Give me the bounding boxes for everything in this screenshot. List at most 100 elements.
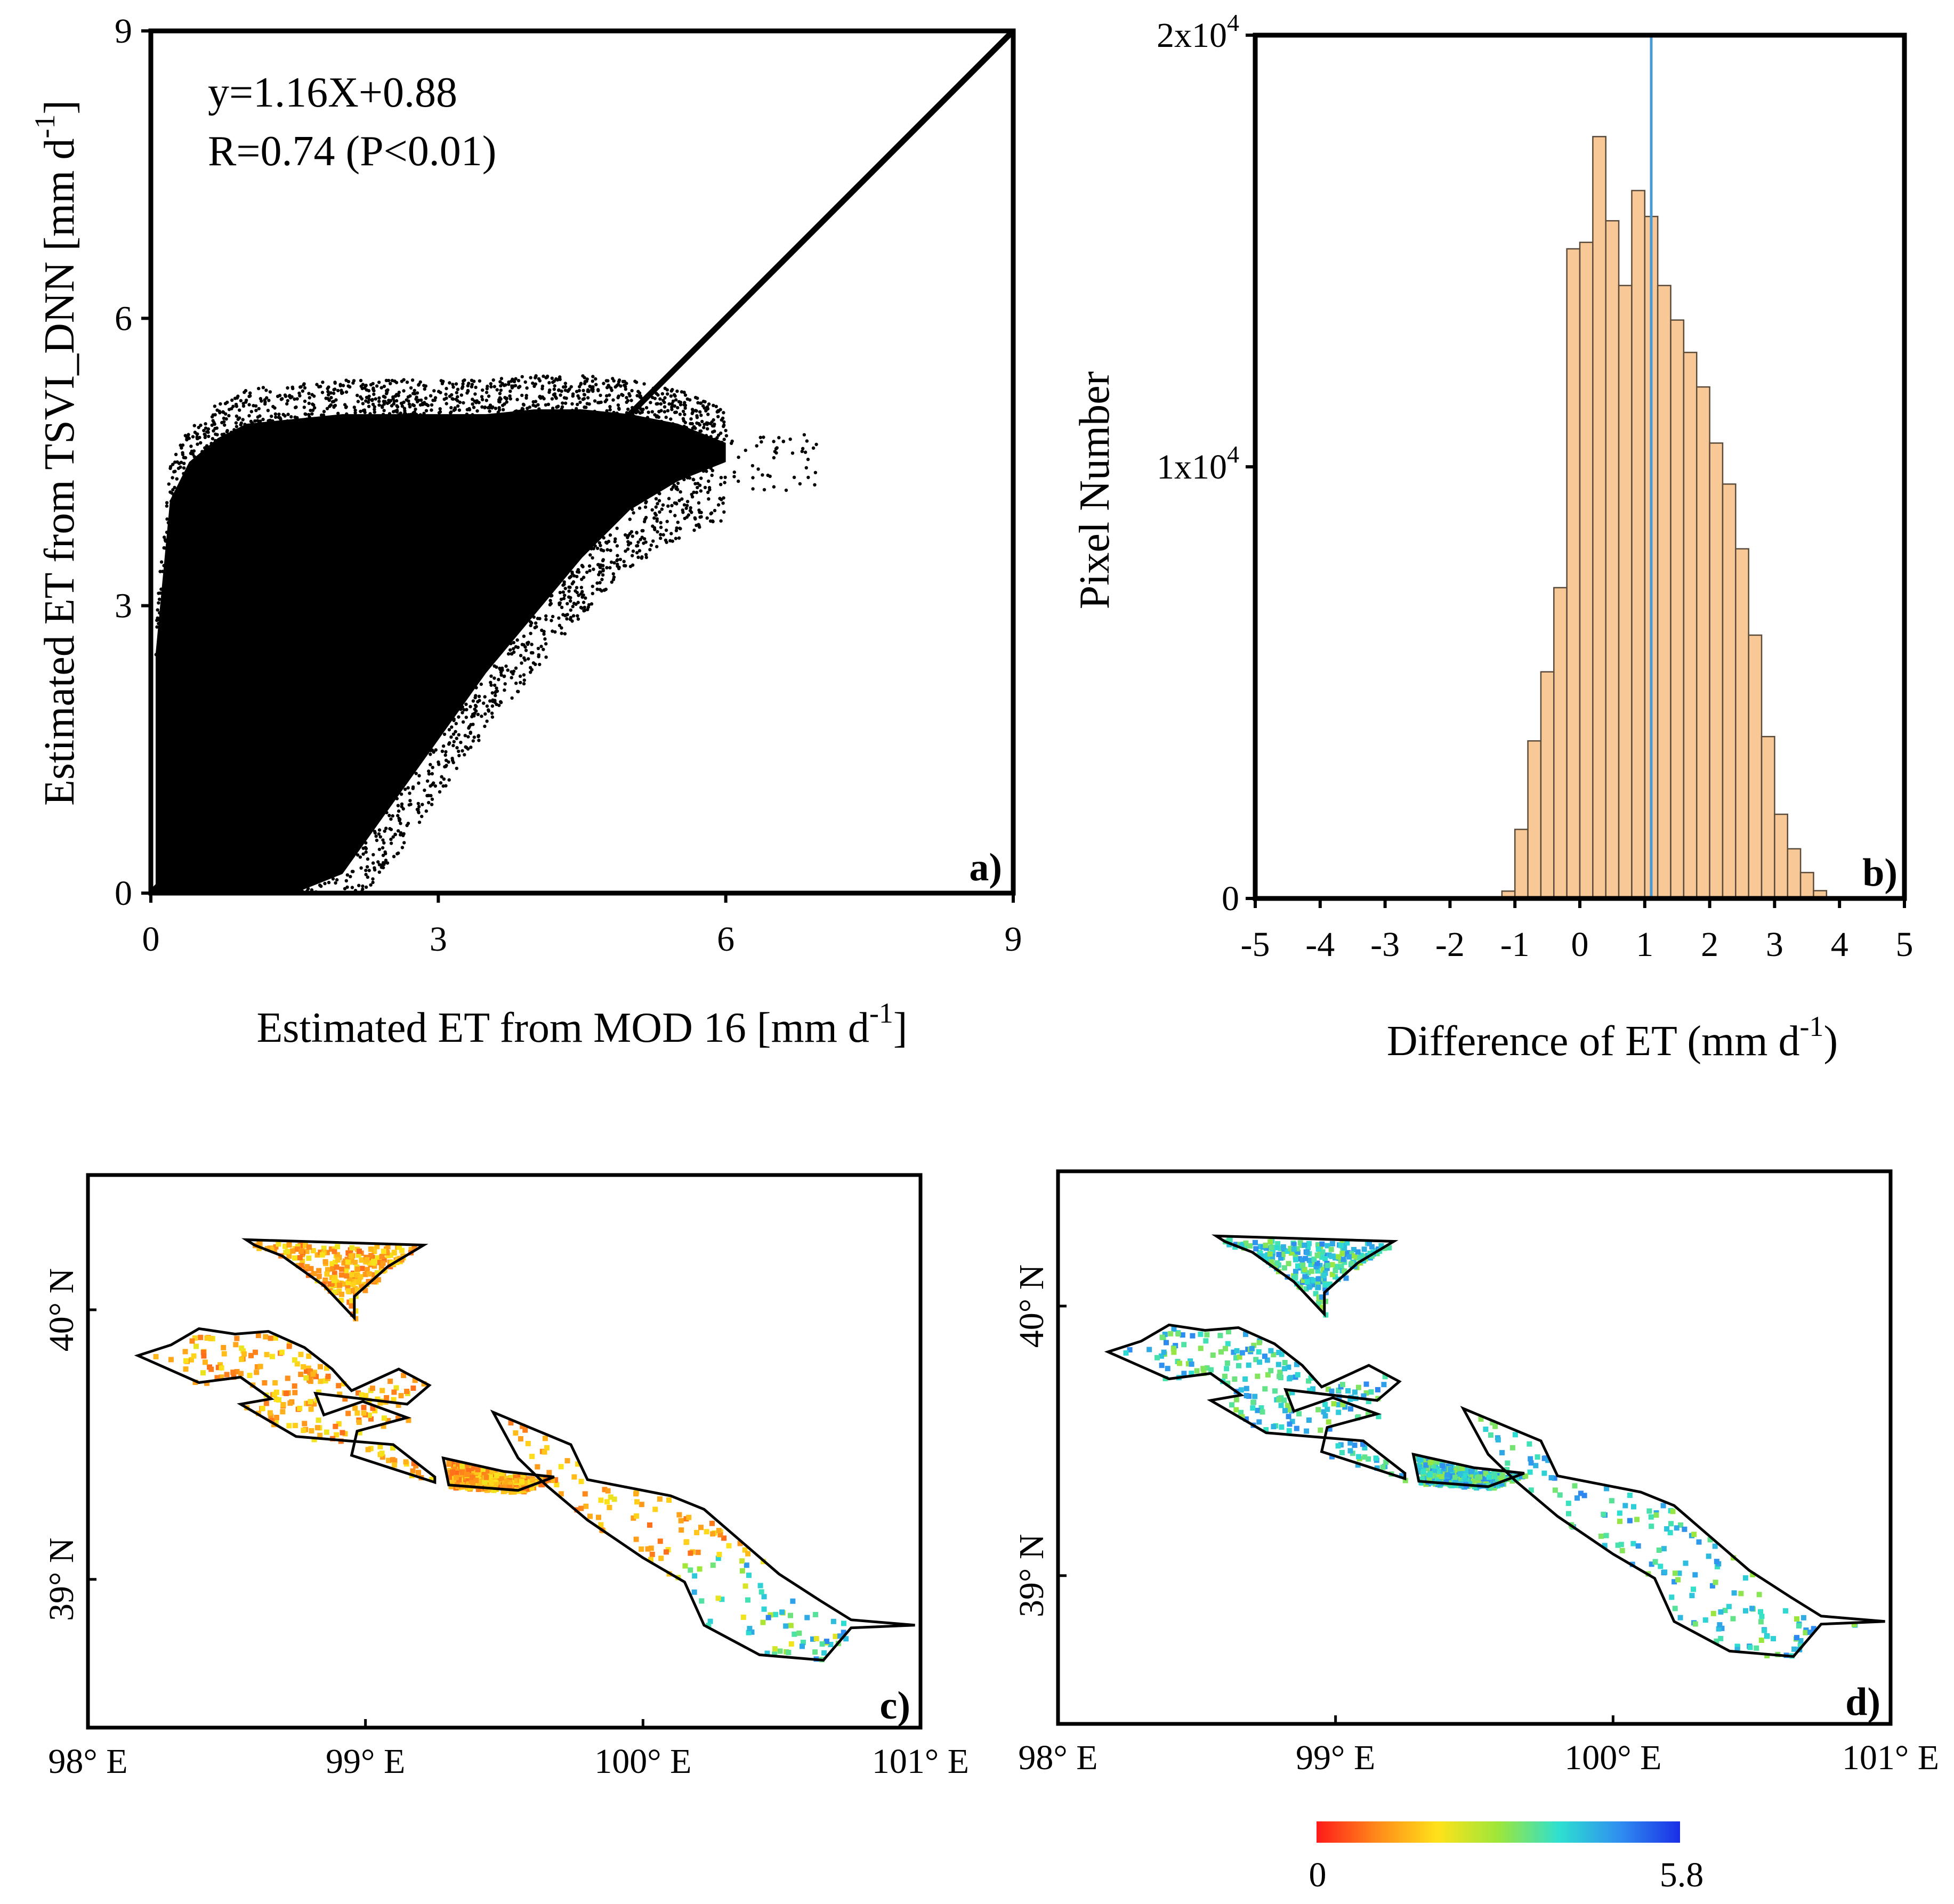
map-pixel	[504, 1479, 510, 1485]
scatter-point	[659, 536, 663, 540]
map-pixel	[1305, 1244, 1311, 1250]
scatter-point	[605, 548, 609, 552]
map-pixel	[694, 1530, 700, 1535]
map-pixel	[1444, 1472, 1450, 1478]
scatter-point	[411, 403, 415, 407]
scatter-point	[447, 742, 451, 746]
scatter-point	[338, 384, 342, 387]
scatter-point	[751, 487, 755, 491]
map-pixel	[456, 1477, 462, 1482]
map-pixel	[726, 1543, 732, 1549]
map-pixel	[295, 1246, 301, 1252]
scatter-point	[404, 412, 408, 416]
map-pixel	[1322, 1286, 1328, 1292]
scatter-point	[477, 401, 481, 404]
scatter-point	[539, 644, 543, 649]
scatter-point	[669, 394, 673, 398]
map-pixel	[489, 1480, 494, 1486]
scatter-point	[154, 653, 158, 657]
map-pixel	[1304, 1428, 1310, 1434]
scatter-point	[393, 409, 398, 413]
map-pixel	[1274, 1245, 1280, 1251]
scatter-point	[336, 416, 341, 419]
scatter-point	[732, 475, 736, 479]
panel-label-c: c)	[880, 1684, 911, 1728]
map-pixel	[1311, 1257, 1317, 1262]
map-pixel	[546, 1470, 552, 1476]
map-pixel	[183, 1366, 189, 1372]
scatter-point	[323, 881, 327, 886]
scatter-point	[181, 479, 185, 483]
map-pixel	[704, 1529, 709, 1535]
scatter-point	[636, 540, 640, 544]
scatter-point	[522, 643, 526, 647]
map-pixel	[477, 1481, 483, 1487]
map-pixel	[1154, 1355, 1160, 1360]
scatter-point	[243, 423, 247, 426]
scatter-point	[198, 435, 201, 440]
scatter-point	[414, 412, 418, 416]
scatter-point	[784, 488, 788, 492]
scatter-point	[313, 422, 317, 425]
scatter-point	[433, 784, 437, 788]
scatter-point	[512, 379, 515, 383]
scatter-point	[261, 386, 265, 390]
map-pixel	[1330, 1253, 1336, 1259]
scatter-point	[551, 614, 555, 619]
scatter-point	[267, 399, 271, 402]
map-pixel	[395, 1403, 401, 1408]
map-pixel	[362, 1287, 368, 1293]
scatter-point	[333, 380, 337, 384]
map-pixel	[1159, 1334, 1165, 1340]
scatter-point	[356, 393, 359, 398]
scatter-point	[544, 655, 548, 659]
map-pixel	[372, 1263, 377, 1269]
scatter-point	[377, 403, 381, 407]
scatter-point	[682, 403, 686, 407]
scatter-point	[437, 760, 440, 764]
scatter-point	[340, 418, 343, 423]
scatter-point	[293, 397, 296, 401]
map-pixel	[1366, 1456, 1371, 1462]
scatter-point	[494, 693, 497, 698]
map-pixel	[1495, 1437, 1501, 1443]
scatter-point	[663, 400, 666, 404]
scatter-point	[693, 482, 697, 485]
scatter-point	[204, 422, 207, 426]
scatter-point	[236, 394, 240, 398]
scatter-point	[724, 434, 729, 437]
map-pixel	[360, 1257, 366, 1263]
map-pixel	[1250, 1399, 1256, 1405]
scatter-point	[611, 377, 615, 380]
map-pixel	[1336, 1409, 1342, 1415]
map-pixel	[1165, 1366, 1170, 1372]
map-pixel	[1434, 1459, 1440, 1465]
scatter-point	[474, 709, 478, 713]
scatter-point	[696, 401, 700, 404]
map-pixel	[1282, 1408, 1288, 1414]
scatter-point	[519, 680, 522, 685]
scatter-point	[429, 394, 433, 398]
map-pixel	[1233, 1407, 1239, 1413]
scatter-point	[706, 427, 709, 431]
map-pixel	[542, 1449, 547, 1455]
map-pixel	[1716, 1626, 1722, 1632]
scatter-point	[490, 691, 494, 695]
scatter-point	[521, 402, 526, 406]
map-pixel	[489, 1473, 495, 1479]
scatter-point	[501, 408, 505, 411]
map-pixel	[1327, 1281, 1333, 1287]
scatter-point	[635, 551, 639, 555]
map-pixel	[1758, 1619, 1764, 1625]
scatter-point	[507, 380, 511, 384]
scatter-point	[162, 564, 166, 568]
map-pixel	[1309, 1268, 1314, 1274]
map-pixel	[298, 1372, 304, 1378]
map-pixel	[325, 1373, 331, 1379]
map-pixel	[349, 1298, 354, 1304]
scatter-point	[496, 413, 499, 417]
scatter-point	[373, 405, 376, 409]
map-pixel	[513, 1430, 519, 1436]
map-pixel	[1676, 1570, 1682, 1576]
